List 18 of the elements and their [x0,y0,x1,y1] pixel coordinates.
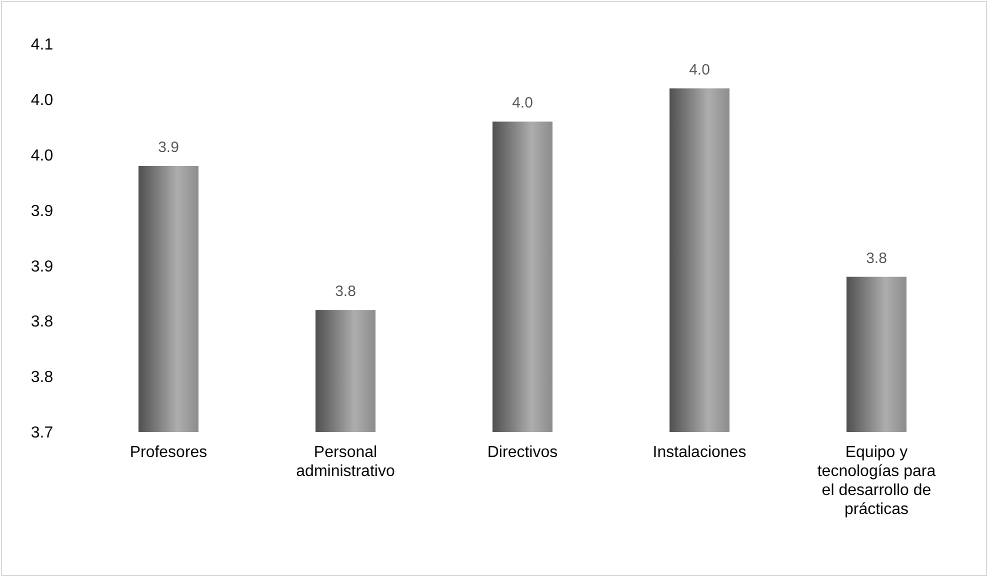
y-tick-label: 4.1 [30,36,54,54]
y-tick-label: 3.8 [30,369,54,386]
y-tick-label: 3.8 [30,314,54,331]
x-tick-label: Instalaciones [652,444,746,461]
y-tick-label: 4.0 [30,147,54,164]
x-tick-label: Equipo y tecnologías para el desarrollo de prácticas [817,444,936,518]
x-tick-label: Profesores [130,444,208,461]
data-label: 4.0 [689,61,710,78]
y-tick-label: 3.9 [30,258,54,276]
data-label: 3.8 [335,283,356,300]
y-tick-label: 4.0 [30,92,54,110]
data-label: 3.9 [158,138,179,156]
y-tick-label: 3.9 [30,202,54,220]
data-label: 4.0 [512,94,533,112]
y-tick-label: 3.7 [30,424,54,442]
data-label: 3.8 [866,250,887,267]
x-tick-label: Directivos [487,444,558,461]
x-tick-label: Personal administrativo [296,444,395,480]
